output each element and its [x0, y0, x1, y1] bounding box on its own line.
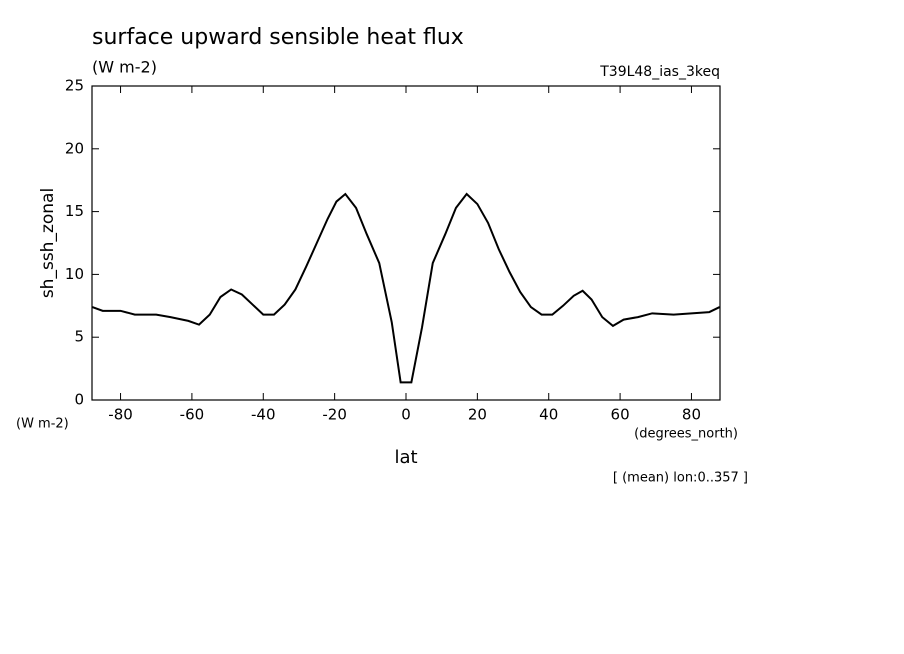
x-tick-label: 0	[401, 406, 411, 424]
x-tick-label: -40	[251, 406, 276, 424]
y-tick-label: 20	[65, 139, 84, 157]
x-tick-label: 80	[682, 406, 701, 424]
y-tick-label: 0	[74, 391, 84, 409]
x-tick-label: -20	[322, 406, 347, 424]
y-tick-label: 5	[74, 328, 84, 346]
x-tick-label: 40	[539, 406, 558, 424]
note: [ (mean) lon:0..357 ]	[613, 471, 748, 486]
y-units: (W m-2)	[16, 417, 69, 432]
chart-subtitle: (W m-2)	[92, 58, 157, 77]
x-units: (degrees_north)	[634, 427, 738, 442]
x-tick-label: 20	[468, 406, 487, 424]
y-axis-label: sh_ssh_zonal	[38, 188, 58, 298]
chart-title: surface upward sensible heat flux	[92, 25, 464, 50]
x-tick-label: 60	[611, 406, 630, 424]
x-tick-label: -60	[180, 406, 205, 424]
y-tick-label: 25	[65, 77, 84, 95]
x-axis-label: lat	[394, 447, 417, 468]
x-tick-label: -80	[108, 406, 133, 424]
data-line	[92, 192, 721, 384]
y-tick-label: 10	[65, 265, 84, 283]
run-label: T39L48_ias_3keq	[599, 64, 720, 80]
y-tick-label: 15	[65, 202, 84, 220]
plot-frame	[91, 85, 721, 401]
